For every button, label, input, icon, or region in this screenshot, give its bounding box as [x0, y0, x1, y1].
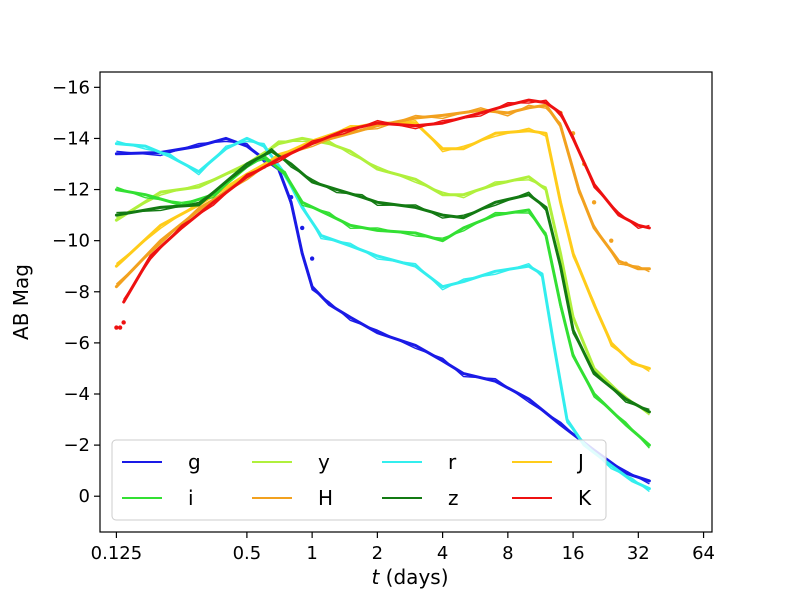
y-tick-label: −4 — [63, 384, 90, 405]
y-tick-label: 0 — [79, 486, 90, 507]
x-tick-label: 16 — [562, 543, 585, 564]
series-line-z-variant — [116, 148, 650, 411]
y-tick-label: −8 — [63, 282, 90, 303]
x-axis: 0.125 0.5 1 2 4 8 16 32 64 — [91, 532, 715, 564]
legend-label-z: z — [448, 486, 459, 510]
series-line-z — [114, 149, 651, 414]
series-dot-H-3 — [591, 200, 597, 205]
series-layer — [114, 98, 651, 493]
series-dot-K-1 — [117, 325, 123, 330]
series-dot-H-5 — [623, 261, 628, 266]
plot-frame — [99, 71, 713, 533]
y-axis-label: AB Mag — [9, 264, 33, 340]
y-tick-label: −14 — [52, 128, 90, 149]
series-line-r-variant — [116, 140, 650, 493]
y-axis: −16 −14 −12 −10 −8 −6 −4 −2 0 — [52, 77, 100, 507]
legend-label-g: g — [188, 450, 201, 474]
legend-label-y: y — [318, 450, 330, 474]
legend-label-H: H — [318, 486, 333, 510]
x-axis-label-italic: t — [371, 565, 380, 589]
x-tick-label: 1 — [306, 543, 317, 564]
series-line-y-variant — [116, 140, 650, 416]
legend-label-i: i — [188, 486, 194, 510]
x-axis-label: t (days) — [371, 565, 448, 589]
legend-label-r: r — [448, 450, 457, 474]
series-dot-K-0 — [114, 325, 119, 330]
series-line-i-variant — [116, 158, 650, 449]
series-dot-H-4 — [609, 238, 614, 243]
x-tick-label: 64 — [692, 543, 715, 564]
series-dot-g-1 — [288, 195, 294, 200]
y-tick-label: −6 — [63, 333, 90, 354]
series-line-K-variant — [123, 99, 650, 300]
y-tick-label: −2 — [63, 435, 90, 456]
y-tick-label: −16 — [52, 77, 90, 98]
x-tick-label: 32 — [627, 543, 650, 564]
x-tick-label: 2 — [372, 543, 383, 564]
series-dot-g-2 — [300, 225, 305, 231]
x-tick-label: 4 — [437, 543, 448, 564]
x-tick-label: 8 — [502, 543, 513, 564]
series-line-y — [114, 136, 651, 414]
legend-label-J: J — [576, 450, 584, 474]
series-dot-K-2 — [121, 320, 126, 325]
legend-label-K: K — [578, 486, 592, 510]
series-line-H-variant — [115, 104, 650, 285]
x-axis-label-rest: (days) — [379, 565, 448, 589]
x-tick-label: 0.5 — [233, 543, 262, 564]
legend-box — [111, 439, 607, 521]
x-tick-label: 0.125 — [91, 543, 143, 564]
series-dot-g-3 — [309, 256, 315, 261]
y-tick-label: −10 — [52, 231, 90, 252]
y-tick-label: −12 — [52, 180, 90, 201]
